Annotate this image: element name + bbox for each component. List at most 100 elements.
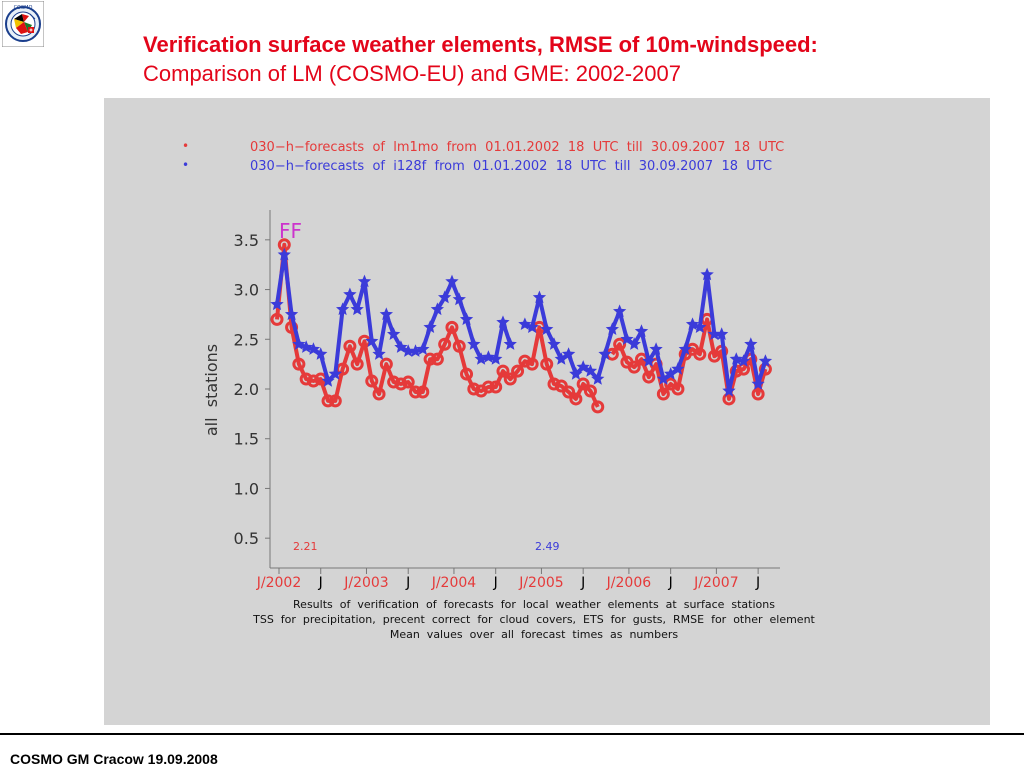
data-point xyxy=(474,352,488,365)
data-point xyxy=(401,375,415,389)
x-tick-label: J/2004 xyxy=(431,575,477,591)
data-point xyxy=(423,320,437,333)
x-tick-label: J xyxy=(755,575,760,591)
x-ticks: J/2002 J J/2003 J J/2004 J J/2005 J J/2006 J J/200… xyxy=(256,568,760,591)
data-point xyxy=(452,339,466,353)
data-point xyxy=(314,347,328,360)
data-point xyxy=(707,327,721,340)
y-tick-label: 1.5 xyxy=(234,430,259,449)
data-point xyxy=(656,372,670,385)
data-point xyxy=(583,364,598,377)
data-point xyxy=(554,352,568,365)
legend-entry-gme: 030−h−forecasts of i128f from 01.01.2002… xyxy=(250,159,772,174)
data-point xyxy=(387,375,401,389)
data-point xyxy=(736,354,751,367)
data-point xyxy=(613,304,627,318)
data-point xyxy=(350,357,364,371)
data-point xyxy=(700,267,714,281)
footer-rule xyxy=(0,733,1024,735)
mean-value-gme: 2.49 xyxy=(535,540,560,553)
chart-panel: • 030−h−forecasts of lm1mo from 01.01.20… xyxy=(104,98,990,725)
data-point xyxy=(328,394,342,408)
series-i128f xyxy=(270,247,773,397)
legend-entry-lm: 030−h−forecasts of lm1mo from 01.01.2002… xyxy=(250,140,784,155)
data-point xyxy=(671,382,685,396)
caption-line-2: TSS for precipitation, precent correct f… xyxy=(252,613,815,626)
parameter-label: FF xyxy=(279,219,302,243)
data-point xyxy=(365,334,379,347)
data-point xyxy=(357,274,372,288)
data-point xyxy=(387,327,401,340)
rmse-chart: • 030−h−forecasts of lm1mo from 01.01.20… xyxy=(182,139,816,641)
x-tick-label: J/2002 xyxy=(256,575,301,591)
data-point xyxy=(423,352,437,366)
y-tick-label: 3.5 xyxy=(234,231,259,250)
data-point xyxy=(671,362,685,375)
data-point xyxy=(292,357,306,371)
data-point xyxy=(634,324,649,337)
data-point xyxy=(503,337,517,350)
data-point xyxy=(379,307,393,321)
data-point xyxy=(299,372,313,386)
cosmo-logo-icon: COSMO xyxy=(2,1,44,47)
data-point xyxy=(664,367,678,380)
x-tick-label: J/2006 xyxy=(606,575,652,591)
data-point xyxy=(409,385,423,399)
footer-text: COSMO GM Cracow 19.09.2008 xyxy=(10,751,218,767)
data-point xyxy=(336,302,350,316)
data-point xyxy=(270,312,284,326)
data-point xyxy=(678,342,692,355)
data-point xyxy=(642,354,656,367)
data-point xyxy=(365,374,379,388)
series-line xyxy=(275,252,513,383)
data-point xyxy=(416,385,430,399)
data-point xyxy=(277,247,291,261)
data-point xyxy=(547,377,561,391)
data-point xyxy=(489,380,503,394)
data-point xyxy=(540,357,554,371)
data-point xyxy=(496,315,510,328)
y-axis-label: all stations xyxy=(202,344,221,436)
legend-marker-gme: • xyxy=(182,158,189,172)
y-tick-label: 2.5 xyxy=(234,330,259,349)
data-point xyxy=(306,374,320,388)
y-tick-label: 2.0 xyxy=(234,380,259,399)
data-point xyxy=(489,352,503,365)
data-point xyxy=(685,317,700,330)
data-point xyxy=(525,357,539,371)
x-tick-label: J xyxy=(493,575,498,591)
legend: • 030−h−forecasts of lm1mo from 01.01.20… xyxy=(182,139,784,174)
mean-value-lm: 2.21 xyxy=(293,540,318,553)
data-point xyxy=(562,385,576,399)
data-point xyxy=(284,307,299,321)
data-point xyxy=(299,340,313,353)
data-point xyxy=(525,320,539,333)
data-point xyxy=(656,387,670,401)
data-point xyxy=(321,374,335,387)
data-point xyxy=(503,372,517,386)
data-point xyxy=(569,392,583,406)
data-point xyxy=(532,290,547,304)
data-point xyxy=(642,370,656,384)
data-point xyxy=(751,377,765,390)
data-point xyxy=(438,290,452,304)
data-point xyxy=(591,400,605,414)
data-point xyxy=(372,347,386,360)
x-tick-label: J/2007 xyxy=(693,575,738,591)
data-point xyxy=(467,337,481,350)
data-point xyxy=(394,340,408,353)
data-point xyxy=(481,350,496,363)
data-point xyxy=(430,352,444,366)
data-point xyxy=(758,354,773,367)
series-line xyxy=(524,272,768,393)
x-tick-label: J xyxy=(405,575,410,591)
slide-title: Verification surface weather elements, R… xyxy=(143,30,818,88)
data-point xyxy=(569,367,583,380)
data-point xyxy=(445,320,459,334)
data-point xyxy=(722,384,736,397)
data-point xyxy=(430,302,444,316)
data-point xyxy=(438,337,452,351)
data-point xyxy=(445,274,459,288)
data-point xyxy=(598,347,612,360)
data-point xyxy=(270,297,284,311)
